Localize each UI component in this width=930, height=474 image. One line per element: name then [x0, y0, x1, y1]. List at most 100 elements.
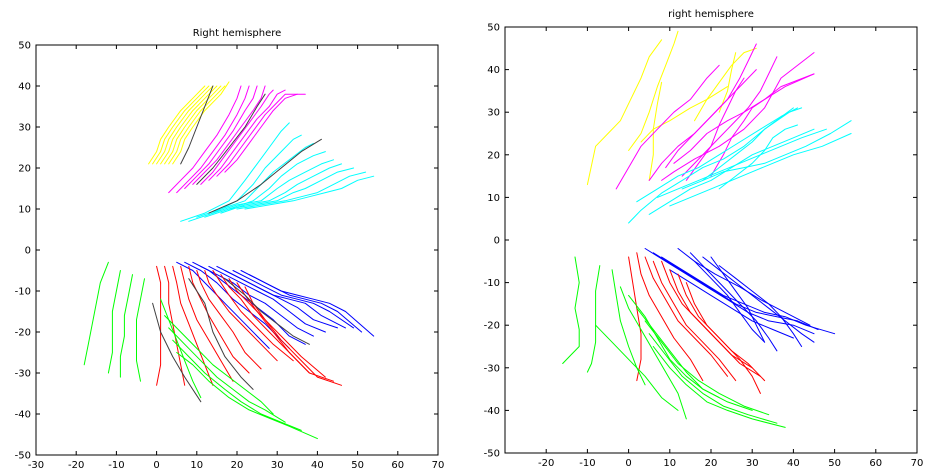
x-tick-label: 40 — [787, 458, 800, 469]
data-line — [208, 265, 326, 333]
data-line — [636, 252, 704, 382]
data-line — [176, 352, 318, 440]
data-line — [119, 274, 133, 378]
x-tick-label: 50 — [828, 458, 841, 469]
data-line — [160, 298, 202, 399]
x-tick-label: 0 — [625, 458, 631, 469]
y-tick-label: 10 — [18, 205, 31, 216]
data-line — [180, 85, 214, 165]
data-line — [224, 93, 306, 173]
data-line — [200, 89, 274, 185]
data-line — [619, 286, 687, 420]
x-tick-label: 30 — [271, 460, 284, 471]
axes-frame — [504, 26, 918, 454]
data-line — [236, 171, 367, 210]
data-line — [644, 256, 728, 377]
data-line — [628, 256, 642, 382]
y-tick-label: -20 — [15, 328, 31, 339]
data-line — [107, 270, 121, 374]
data-line — [661, 52, 815, 181]
data-line — [595, 324, 679, 411]
data-line — [164, 315, 274, 415]
data-line — [188, 278, 254, 390]
data-line — [192, 85, 266, 185]
data-line — [615, 64, 720, 190]
x-tick-label: 30 — [746, 458, 759, 469]
data-line — [710, 256, 766, 343]
right-plot: right hemisphere -20 -10 0 10 20 30 40 50 60 70 -50… — [484, 9, 924, 469]
data-line — [648, 333, 778, 424]
y-tick-label: 20 — [487, 150, 500, 161]
y-tick-label: 30 — [487, 108, 500, 119]
chart-title: right hemisphere — [668, 9, 754, 20]
x-tick-label: -10 — [579, 458, 595, 469]
data-line — [212, 159, 334, 214]
data-line — [204, 151, 326, 218]
data-line — [228, 167, 355, 210]
data-line — [172, 339, 302, 431]
x-tick-label: -20 — [68, 460, 84, 471]
data-line — [216, 93, 298, 177]
y-tick-label: -30 — [15, 369, 31, 380]
data-line — [180, 265, 234, 382]
data-line — [586, 39, 663, 186]
axes-frame — [35, 44, 439, 456]
data-line — [196, 93, 266, 185]
data-line — [669, 133, 852, 207]
data-line — [168, 85, 242, 194]
y-tick-label: -10 — [484, 278, 500, 289]
data-line — [164, 85, 222, 165]
data-line — [156, 265, 162, 386]
x-tick-label: 0 — [153, 460, 159, 471]
data-line — [652, 260, 737, 382]
x-tick-label: 20 — [231, 460, 244, 471]
y-tick-label: -40 — [484, 406, 500, 417]
x-tick-label: 40 — [311, 460, 324, 471]
data-line — [208, 138, 322, 214]
data-line — [681, 120, 852, 190]
y-tick-label: 50 — [18, 41, 31, 52]
data-line — [648, 128, 815, 215]
x-tick-label: 10 — [663, 458, 676, 469]
y-tick-label: -30 — [484, 363, 500, 374]
x-tick-label: -30 — [28, 460, 44, 471]
x-tick-label: 70 — [432, 460, 445, 471]
data-line — [718, 124, 798, 190]
data-line — [168, 327, 286, 423]
data-line — [188, 265, 250, 374]
data-line — [652, 346, 786, 428]
chart-title: Right hemisphere — [193, 28, 282, 39]
data-line — [673, 73, 815, 164]
data-line — [204, 270, 278, 362]
y-tick-label: 30 — [18, 123, 31, 134]
data-line — [644, 248, 815, 335]
data-line — [224, 278, 310, 345]
x-tick-label: -10 — [108, 460, 124, 471]
data-line — [152, 302, 202, 403]
data-line — [562, 256, 580, 364]
data-line — [188, 134, 302, 222]
data-line — [628, 107, 794, 224]
data-line — [196, 142, 314, 218]
data-line — [136, 278, 145, 382]
x-tick-label: 60 — [391, 460, 404, 471]
data-line — [694, 47, 757, 122]
data-line — [148, 85, 206, 165]
data-line — [176, 261, 270, 349]
data-line — [156, 85, 214, 165]
y-tick-label: -10 — [15, 287, 31, 298]
data-line — [669, 269, 761, 377]
data-line — [212, 270, 294, 362]
y-tick-label: 40 — [487, 65, 500, 76]
y-tick-label: 0 — [25, 246, 31, 257]
data-line — [244, 175, 375, 210]
data-line — [611, 269, 646, 386]
x-tick-label: -20 — [538, 458, 554, 469]
y-tick-label: 50 — [487, 23, 500, 34]
data-line — [689, 252, 778, 352]
data-line — [224, 270, 346, 329]
x-tick-label: 50 — [351, 460, 364, 471]
x-tick-label: 10 — [190, 460, 203, 471]
data-line — [196, 270, 262, 370]
